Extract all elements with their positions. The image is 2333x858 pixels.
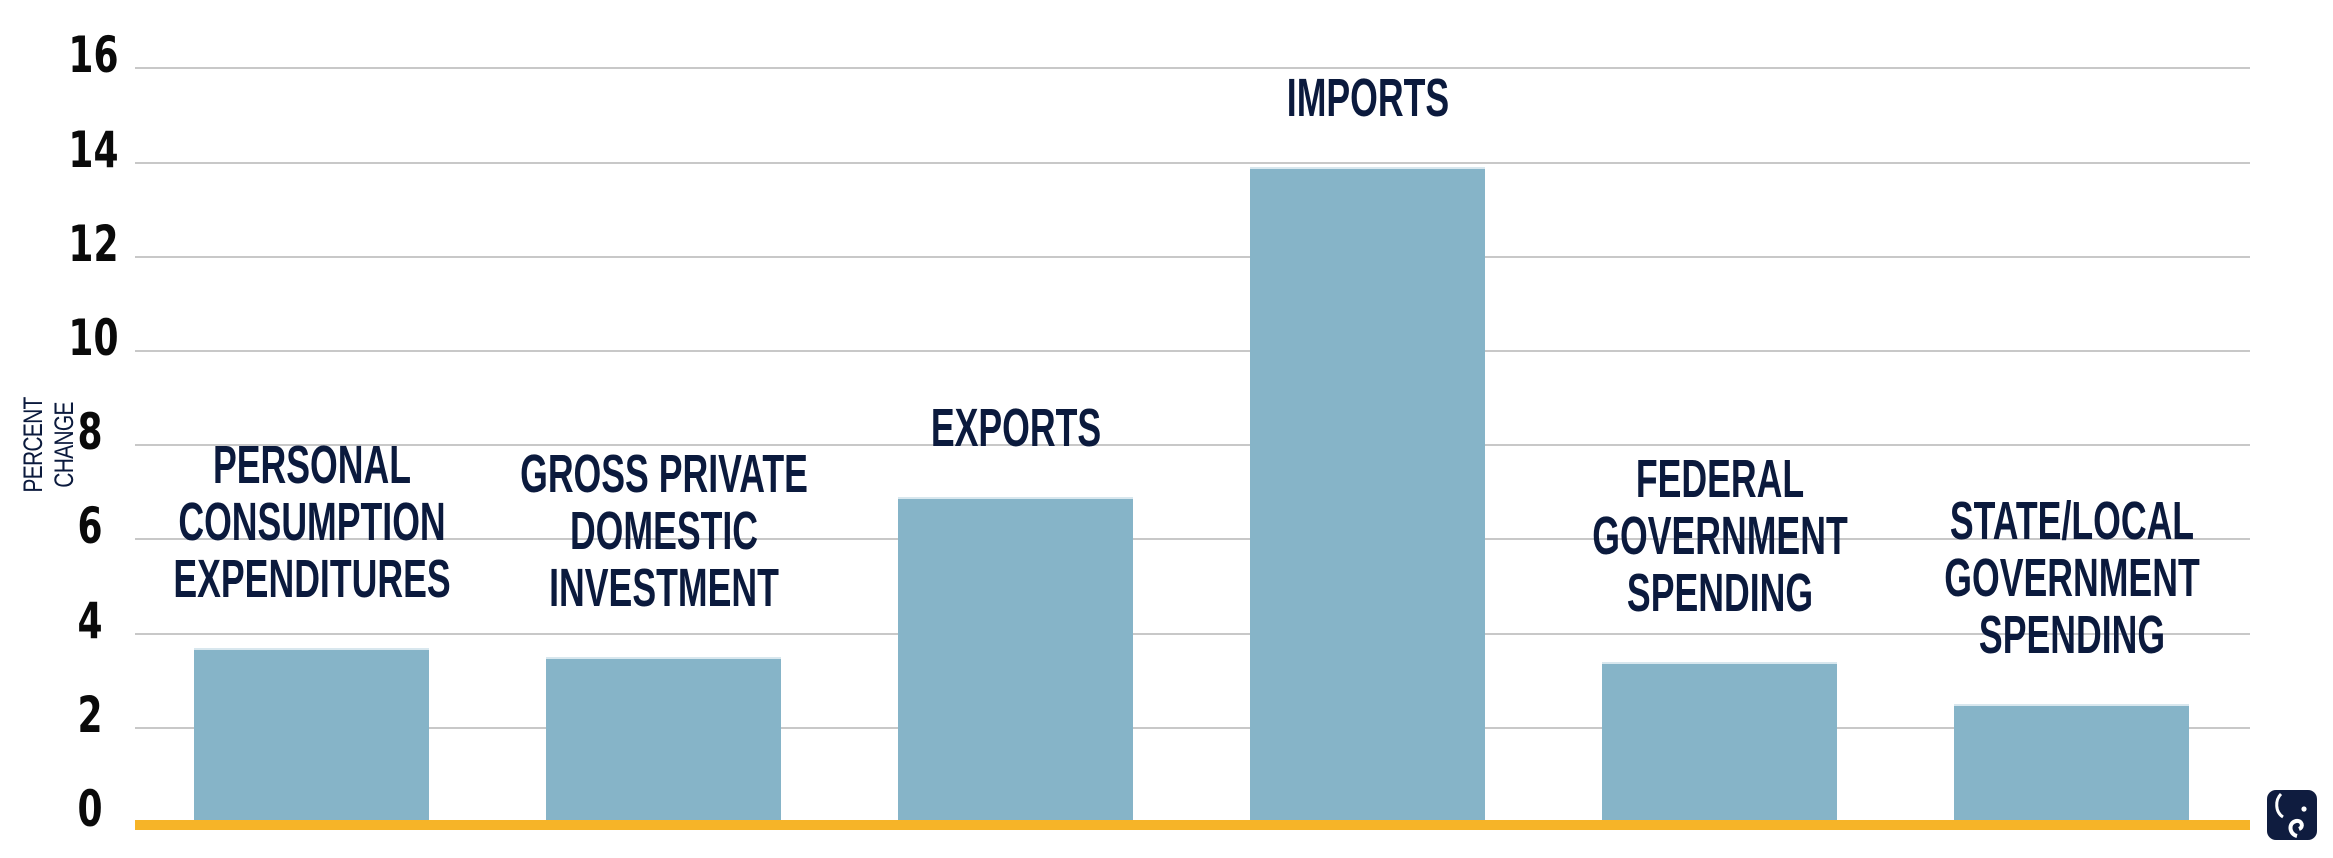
y-tick-label: 10 — [68, 309, 119, 367]
category-label: IMPORTS — [1209, 70, 1526, 127]
category-label-line: CONSUMPTION — [177, 491, 446, 552]
bar — [1954, 704, 2189, 822]
category-label: STATE/LOCAL GOVERNMENT SPENDING — [1913, 493, 2230, 664]
category-label-line: IMPORTS — [1286, 68, 1449, 129]
category-label-line: INVESTMENT — [548, 558, 779, 619]
category-label-line: FEDERAL — [1635, 448, 1804, 509]
category-label-line: SPENDING — [1978, 605, 2165, 666]
bar — [194, 647, 429, 822]
y-tick-label: 14 — [68, 120, 119, 179]
category-label-line: EXPENDITURES — [172, 548, 451, 609]
category-label: GROSS PRIVATE DOMESTIC INVESTMENT — [505, 446, 822, 617]
gridline — [135, 632, 2250, 635]
gridline — [135, 255, 2250, 258]
category-label: FEDERAL GOVERNMENT SPENDING — [1561, 448, 1878, 623]
y-tick-label: 2 — [77, 685, 103, 744]
category-label-line: GROSS PRIVATE — [519, 444, 808, 505]
gridline — [135, 67, 2250, 70]
gridline — [135, 161, 2250, 164]
y-axis-label: PERCENT CHANGE — [18, 397, 79, 493]
x-axis-baseline — [135, 820, 2250, 830]
category-label-line: PERSONAL — [212, 434, 411, 495]
y-tick-label: 4 — [77, 591, 103, 650]
bar — [1250, 167, 1485, 822]
category-label-line: DOMESTIC — [569, 501, 758, 562]
category-label-line: GOVERNMENT — [1591, 505, 1848, 566]
elephant-icon — [2267, 790, 2317, 840]
gridline — [135, 444, 2250, 447]
y-tick-label: 12 — [68, 214, 119, 273]
category-label: EXPORTS — [857, 400, 1174, 457]
y-tick-label: 16 — [68, 26, 119, 85]
bar — [546, 657, 781, 822]
category-label: PERSONAL CONSUMPTION EXPENDITURES — [153, 434, 470, 609]
gridline — [135, 726, 2250, 729]
bar — [898, 497, 1133, 822]
category-label-line: EXPORTS — [930, 398, 1101, 458]
gridline — [135, 350, 2250, 352]
bar — [1602, 661, 1837, 822]
category-label-line: STATE/LOCAL — [1949, 491, 2194, 552]
gridline — [135, 538, 2250, 541]
category-label-line: GOVERNMENT — [1943, 548, 2200, 609]
category-label-line: SPENDING — [1626, 562, 1813, 623]
y-tick-label: 6 — [77, 497, 103, 556]
y-tick-label: 8 — [77, 403, 103, 462]
y-tick-label: 0 — [77, 780, 103, 838]
